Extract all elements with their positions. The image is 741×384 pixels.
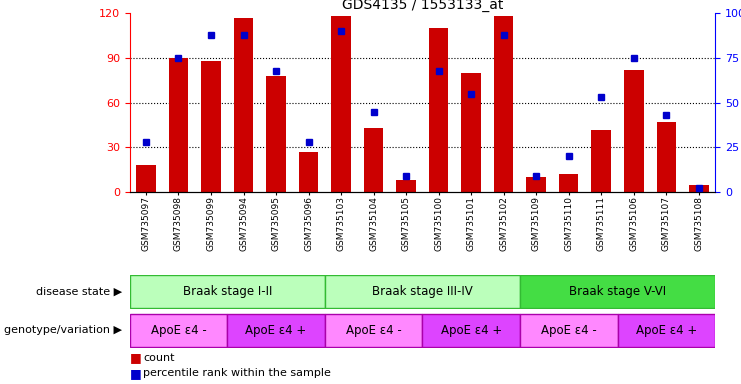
Bar — [591, 129, 611, 192]
Bar — [364, 128, 383, 192]
Bar — [422, 314, 520, 347]
Text: ApoE ε4 +: ApoE ε4 + — [245, 324, 307, 337]
Bar — [233, 18, 253, 192]
Text: ApoE ε4 +: ApoE ε4 + — [441, 324, 502, 337]
Text: Braak stage I-II: Braak stage I-II — [182, 285, 272, 298]
Text: count: count — [143, 353, 175, 363]
Text: ApoE ε4 -: ApoE ε4 - — [346, 324, 402, 337]
Text: ApoE ε4 +: ApoE ε4 + — [636, 324, 697, 337]
Bar — [429, 28, 448, 192]
Text: ■: ■ — [130, 351, 142, 364]
Text: disease state ▶: disease state ▶ — [36, 287, 122, 297]
Bar — [624, 70, 643, 192]
Bar — [325, 314, 422, 347]
Bar — [130, 275, 325, 308]
Bar — [130, 314, 227, 347]
Bar — [559, 174, 579, 192]
Bar — [266, 76, 286, 192]
Bar — [462, 73, 481, 192]
Bar — [202, 61, 221, 192]
Title: GDS4135 / 1553133_at: GDS4135 / 1553133_at — [342, 0, 503, 12]
Bar — [526, 177, 546, 192]
Bar — [299, 152, 319, 192]
Text: genotype/variation ▶: genotype/variation ▶ — [4, 325, 122, 335]
Text: Braak stage V-VI: Braak stage V-VI — [569, 285, 666, 298]
Bar — [136, 165, 156, 192]
Bar — [494, 17, 514, 192]
Text: ApoE ε4 -: ApoE ε4 - — [150, 324, 206, 337]
Bar — [331, 17, 350, 192]
Bar — [520, 314, 617, 347]
Bar — [396, 180, 416, 192]
Bar — [520, 275, 715, 308]
Bar — [227, 314, 325, 347]
Text: Braak stage III-IV: Braak stage III-IV — [372, 285, 473, 298]
Bar — [325, 275, 520, 308]
Text: percentile rank within the sample: percentile rank within the sample — [143, 368, 331, 378]
Bar — [657, 122, 676, 192]
Text: ■: ■ — [130, 367, 142, 380]
Text: ApoE ε4 -: ApoE ε4 - — [541, 324, 597, 337]
Bar — [689, 185, 708, 192]
Bar — [169, 58, 188, 192]
Bar — [617, 314, 715, 347]
